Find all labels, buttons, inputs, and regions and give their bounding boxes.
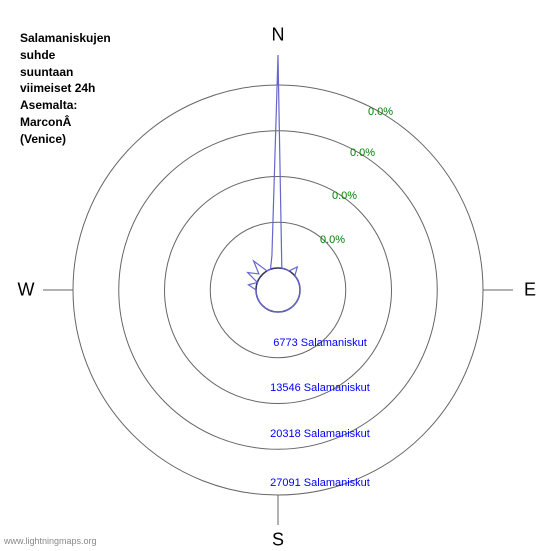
ring-label: 20318 Salamaniskut — [270, 428, 370, 440]
compass-n: N — [272, 25, 285, 46]
pct-label: 0.0% — [332, 190, 357, 202]
footer-credit: www.lightningmaps.org — [4, 536, 97, 546]
ring-label: 13546 Salamaniskut — [270, 382, 370, 394]
ring-label: 27091 Salamaniskut — [270, 477, 370, 489]
pct-label: 0.0% — [350, 147, 375, 159]
pct-label: 0.0% — [320, 234, 345, 246]
compass-w: W — [18, 280, 35, 301]
compass-s: S — [272, 530, 284, 551]
pct-label: 0.0% — [368, 106, 393, 118]
compass-e: E — [524, 280, 536, 301]
ring-label: 6773 Salamaniskut — [273, 337, 367, 349]
chart-title: Salamaniskujen suhde suuntaan viimeiset … — [20, 30, 111, 148]
